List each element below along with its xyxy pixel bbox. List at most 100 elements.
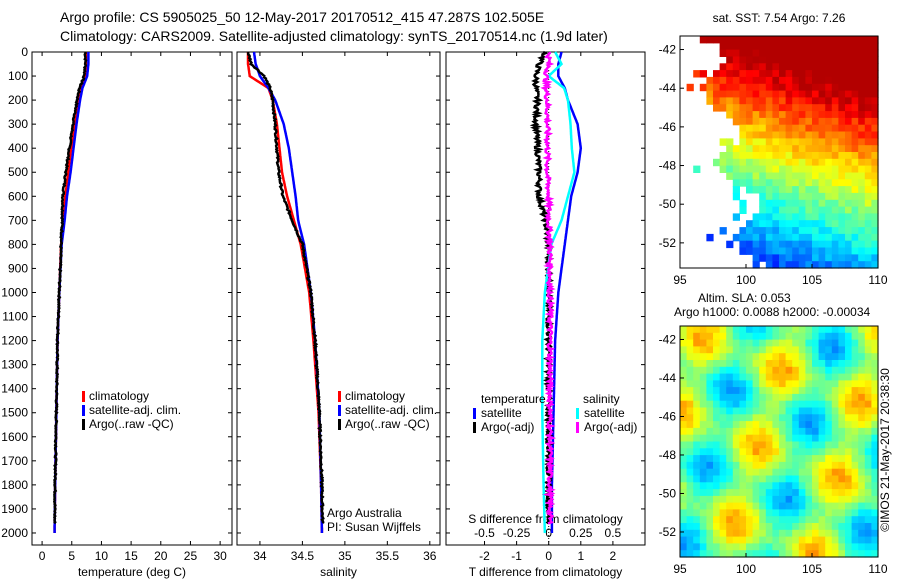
heatmap-cell bbox=[864, 475, 872, 483]
heatmap-cell bbox=[825, 261, 833, 269]
heatmap-cell bbox=[798, 76, 806, 85]
heatmap-cell bbox=[831, 227, 839, 235]
heatmap-cell bbox=[831, 516, 839, 524]
heatmap-cell bbox=[838, 380, 846, 388]
series-line-argo-adj- bbox=[540, 51, 557, 525]
heatmap-cell bbox=[752, 448, 760, 456]
heatmap-cell bbox=[732, 543, 740, 551]
heatmap-cell bbox=[772, 448, 780, 456]
heatmap-cell bbox=[706, 461, 714, 470]
heatmap-cell bbox=[752, 353, 760, 361]
heatmap-cell bbox=[792, 339, 800, 347]
heatmap-cell bbox=[765, 138, 773, 146]
heatmap-cell bbox=[759, 49, 767, 57]
heatmap-cell bbox=[706, 414, 714, 422]
heatmap-cell bbox=[851, 56, 859, 64]
heatmap-cell bbox=[858, 42, 866, 51]
heatmap-cell bbox=[798, 461, 806, 470]
y-tick-label: 1900 bbox=[1, 502, 28, 516]
heatmap-cell bbox=[825, 393, 833, 402]
heatmap-cell bbox=[739, 206, 747, 214]
heatmap-cell bbox=[798, 326, 806, 334]
heatmap-cell bbox=[864, 509, 872, 517]
heatmap-cell bbox=[805, 529, 813, 538]
heatmap-cell bbox=[746, 502, 754, 510]
heatmap-cell bbox=[713, 346, 721, 354]
heatmap-cell bbox=[732, 339, 740, 347]
heatmap-cell bbox=[779, 482, 787, 490]
heatmap-cell bbox=[798, 247, 806, 255]
heatmap-cell bbox=[871, 373, 879, 381]
heatmap-cell bbox=[831, 353, 839, 361]
heatmap-cell bbox=[871, 247, 879, 255]
heatmap-cell bbox=[871, 346, 879, 354]
heatmap-cell bbox=[726, 360, 734, 368]
heatmap-cell bbox=[739, 360, 747, 368]
heatmap-cell bbox=[818, 97, 826, 105]
heatmap-cell bbox=[759, 353, 767, 361]
heatmap-cell bbox=[792, 400, 800, 409]
heatmap-cell bbox=[752, 509, 760, 517]
heatmap-cell bbox=[693, 455, 701, 463]
heatmap-cell bbox=[785, 124, 793, 133]
heatmap-cell bbox=[699, 502, 707, 510]
heatmap-cell bbox=[680, 543, 688, 551]
heatmap-cell bbox=[713, 393, 721, 402]
heatmap-cell bbox=[845, 111, 853, 119]
heatmap-cell bbox=[798, 380, 806, 388]
heatmap-cell bbox=[713, 495, 721, 504]
heatmap-cell bbox=[805, 186, 813, 194]
heatmap-cell bbox=[693, 400, 701, 409]
heatmap-cell bbox=[739, 97, 747, 105]
heatmap-cell bbox=[713, 529, 721, 538]
heatmap-cell bbox=[812, 332, 820, 341]
heatmap-cell bbox=[732, 76, 740, 85]
heatmap-cell bbox=[864, 213, 872, 221]
heatmap-cell bbox=[818, 36, 826, 44]
heatmap-cell bbox=[812, 502, 820, 510]
heatmap-cell bbox=[864, 427, 872, 436]
heatmap-cell bbox=[765, 172, 773, 180]
heatmap-cell bbox=[838, 90, 846, 98]
heatmap-cell bbox=[858, 489, 866, 497]
heatmap-cell bbox=[772, 145, 780, 153]
heatmap-cell bbox=[845, 502, 853, 510]
heatmap-cell bbox=[765, 373, 773, 381]
heatmap-cell bbox=[812, 346, 820, 354]
heatmap-cell bbox=[792, 468, 800, 477]
heatmap-cell bbox=[805, 455, 813, 463]
heatmap-cell bbox=[785, 461, 793, 470]
heatmap-cell bbox=[871, 254, 879, 262]
heatmap-cell bbox=[746, 36, 754, 44]
heatmap-cell bbox=[818, 63, 826, 71]
heatmap-cell bbox=[825, 407, 833, 415]
heatmap-cell bbox=[831, 543, 839, 551]
heatmap-cell bbox=[858, 254, 866, 262]
heatmap-cell bbox=[772, 434, 780, 443]
heatmap-cell bbox=[871, 172, 879, 180]
heatmap-cell bbox=[765, 387, 773, 395]
legend-label: climatology bbox=[345, 389, 405, 403]
heatmap-cell bbox=[719, 502, 727, 510]
heatmap-cell bbox=[818, 393, 826, 402]
heatmap-cell bbox=[759, 523, 767, 531]
heatmap-cell bbox=[765, 199, 773, 208]
heatmap-cell bbox=[792, 97, 800, 105]
heatmap-cell bbox=[798, 206, 806, 214]
heatmap-cell bbox=[759, 117, 767, 126]
heatmap-cell bbox=[845, 353, 853, 361]
heatmap-cell bbox=[739, 509, 747, 517]
heatmap-cell bbox=[792, 233, 800, 242]
heatmap-cell bbox=[792, 421, 800, 429]
heatmap-cell bbox=[798, 360, 806, 368]
heatmap-cell bbox=[805, 131, 813, 139]
heatmap-cell bbox=[686, 529, 694, 538]
heatmap-cell bbox=[825, 206, 833, 214]
x-tick-label: 35.5 bbox=[376, 549, 400, 563]
heatmap-cell bbox=[798, 104, 806, 112]
y-tick-label: 300 bbox=[8, 117, 28, 131]
heatmap-cell bbox=[831, 117, 839, 126]
heatmap-cell bbox=[713, 36, 721, 44]
heatmap-cell bbox=[858, 516, 866, 524]
heatmap-cell bbox=[779, 158, 787, 167]
